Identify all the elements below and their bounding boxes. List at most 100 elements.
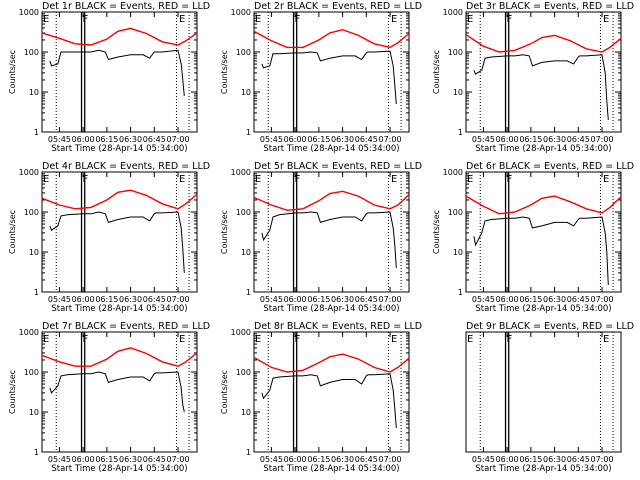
marker-e: E bbox=[43, 334, 49, 345]
panel-2: Det 2r BLACK = Events, RED = LLD 1 10 100 10… bbox=[220, 1, 422, 154]
panel-8: Det 8r BLACK = Events, RED = LLD 1 10 100 10… bbox=[220, 321, 422, 474]
marker-f: F bbox=[295, 334, 301, 345]
series-lld bbox=[41, 27, 198, 46]
x-tick-label: 07:00 bbox=[378, 135, 401, 144]
x-tick-label: 07:00 bbox=[590, 295, 613, 304]
x-tick-label: 06:00 bbox=[496, 135, 519, 144]
marker-e: E bbox=[179, 334, 185, 345]
series-lld bbox=[465, 195, 622, 215]
x-tick-label: 05:45 bbox=[260, 135, 283, 144]
x-tick-label: 06:45 bbox=[143, 135, 166, 144]
y-tick-label: 1000 bbox=[19, 8, 39, 17]
series-events bbox=[49, 371, 185, 413]
panel-title: Det 3r BLACK = Events, RED = LLD bbox=[466, 1, 634, 12]
panel-title: Det 6r BLACK = Events, RED = LLD bbox=[466, 161, 634, 172]
panel-5: Det 5r BLACK = Events, RED = LLD 1 10 100 10… bbox=[220, 161, 422, 314]
series-events bbox=[261, 211, 397, 268]
y-axis-label: Counts/sec bbox=[220, 50, 229, 94]
x-tick-label: 06:00 bbox=[72, 135, 95, 144]
x-tick-label: 06:00 bbox=[284, 295, 307, 304]
panel-title: Det 1r BLACK = Events, RED = LLD bbox=[42, 1, 210, 12]
marker-e: E bbox=[255, 334, 261, 345]
y-tick-label: 100 bbox=[448, 48, 463, 57]
y-tick-label: 1 bbox=[34, 128, 39, 137]
x-tick-label: 05:45 bbox=[260, 295, 283, 304]
x-tick-label: 06:45 bbox=[567, 455, 590, 464]
axes-frame bbox=[253, 331, 410, 453]
x-tick-label: 06:15 bbox=[95, 455, 118, 464]
x-tick-label: 06:30 bbox=[331, 295, 354, 304]
marker-e: E bbox=[179, 14, 185, 25]
series-events bbox=[261, 50, 397, 105]
x-tick-label: 06:15 bbox=[519, 295, 542, 304]
x-axis-label: Start Time (28-Apr-14 05:34:00) bbox=[263, 144, 399, 154]
panel-title: Det 8r BLACK = Events, RED = LLD bbox=[254, 321, 422, 332]
x-tick-label: 06:45 bbox=[567, 295, 590, 304]
series-lld bbox=[253, 190, 410, 212]
x-tick-label: 07:00 bbox=[166, 295, 189, 304]
x-tick-label: 06:30 bbox=[543, 135, 566, 144]
y-tick-label: 10 bbox=[29, 248, 39, 257]
x-tick-label: 06:30 bbox=[331, 135, 354, 144]
series-events bbox=[49, 211, 185, 273]
x-tick-label: 06:00 bbox=[72, 455, 95, 464]
y-tick-label: 100 bbox=[236, 368, 251, 377]
x-axis-label: Start Time (28-Apr-14 05:34:00) bbox=[475, 304, 611, 314]
x-tick-label: 07:00 bbox=[590, 455, 613, 464]
x-tick-label: 05:45 bbox=[472, 295, 495, 304]
marker-f: F bbox=[83, 334, 89, 345]
x-tick-label: 05:45 bbox=[48, 135, 71, 144]
marker-f: F bbox=[507, 174, 513, 185]
x-axis-label: Start Time (28-Apr-14 05:34:00) bbox=[263, 304, 399, 314]
marker-f: F bbox=[83, 14, 89, 25]
panel-1: Det 1r BLACK = Events, RED = LLD 1 10 100 10… bbox=[8, 1, 210, 154]
y-axis-label: Counts/sec bbox=[432, 50, 441, 94]
x-tick-label: 07:00 bbox=[166, 135, 189, 144]
y-tick-label: 1 bbox=[34, 448, 39, 457]
y-axis-label: Counts/sec bbox=[8, 210, 17, 254]
marker-f: F bbox=[507, 334, 513, 345]
axes-frame bbox=[465, 11, 622, 133]
y-axis-label: Counts/sec bbox=[8, 370, 17, 414]
series-events bbox=[261, 373, 397, 428]
y-tick-label: 100 bbox=[24, 368, 39, 377]
x-tick-label: 07:00 bbox=[378, 455, 401, 464]
series-lld bbox=[41, 347, 198, 367]
x-tick-label: 06:00 bbox=[496, 455, 519, 464]
x-axis-label: Start Time (28-Apr-14 05:34:00) bbox=[475, 144, 611, 154]
x-tick-label: 06:00 bbox=[284, 455, 307, 464]
x-tick-label: 05:45 bbox=[472, 455, 495, 464]
panel-title: Det 4r BLACK = Events, RED = LLD bbox=[42, 161, 210, 172]
x-tick-label: 06:45 bbox=[567, 135, 590, 144]
y-tick-label: 1 bbox=[458, 128, 463, 137]
y-axis-label: Counts/sec bbox=[220, 370, 229, 414]
axes-frame bbox=[253, 171, 410, 293]
y-tick-label: 10 bbox=[29, 88, 39, 97]
x-tick-label: 06:45 bbox=[355, 455, 378, 464]
y-tick-label: 1 bbox=[246, 448, 251, 457]
y-tick-label: 1000 bbox=[443, 8, 463, 17]
panel-title: Det 7r BLACK = Events, RED = LLD bbox=[42, 321, 210, 332]
axes-frame bbox=[41, 171, 198, 293]
x-tick-label: 06:30 bbox=[119, 135, 142, 144]
marker-e: E bbox=[391, 334, 397, 345]
marker-e: E bbox=[43, 174, 49, 185]
y-tick-label: 10 bbox=[453, 88, 463, 97]
x-tick-label: 06:45 bbox=[143, 295, 166, 304]
x-tick-label: 06:00 bbox=[284, 135, 307, 144]
panel-7: Det 7r BLACK = Events, RED = LLD 1 10 100 10… bbox=[8, 321, 210, 474]
marker-f: F bbox=[83, 174, 89, 185]
x-tick-label: 06:45 bbox=[355, 135, 378, 144]
axes-frame bbox=[253, 11, 410, 133]
y-tick-label: 1000 bbox=[19, 168, 39, 177]
marker-e: E bbox=[467, 174, 473, 185]
y-tick-label: 10 bbox=[241, 88, 251, 97]
panel-title: Det 5r BLACK = Events, RED = LLD bbox=[254, 161, 422, 172]
y-tick-label: 100 bbox=[236, 208, 251, 217]
y-tick-label: 1000 bbox=[231, 328, 251, 337]
y-tick-label: 1 bbox=[246, 288, 251, 297]
series-lld bbox=[465, 34, 622, 53]
x-tick-label: 06:15 bbox=[519, 135, 542, 144]
y-tick-label: 1000 bbox=[443, 168, 463, 177]
